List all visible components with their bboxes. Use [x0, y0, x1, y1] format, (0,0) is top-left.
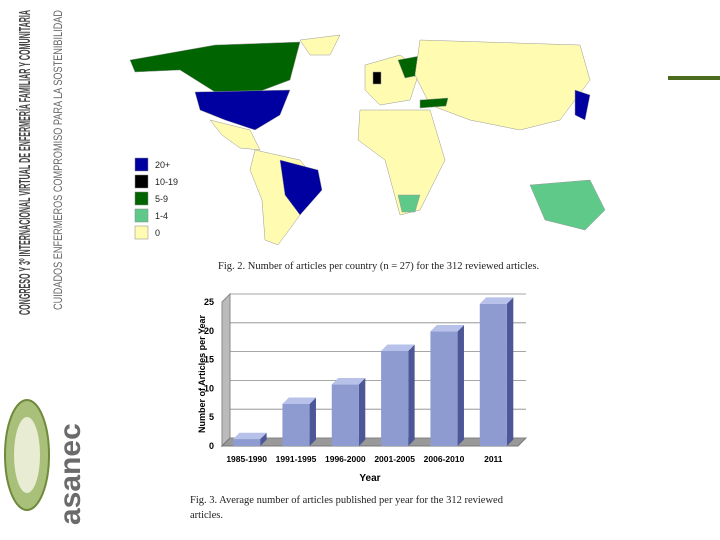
legend-swatch [134, 157, 149, 172]
uk [372, 71, 382, 85]
usa [194, 89, 291, 131]
bar-side [309, 397, 316, 446]
bar-side [260, 432, 267, 446]
bar-side [457, 324, 464, 446]
legend-label: 1-4 [155, 211, 168, 221]
mexico [209, 119, 261, 151]
chart-wall [221, 292, 231, 448]
bar [479, 303, 507, 446]
y-tick-label: 10 [204, 383, 214, 393]
bar-top [479, 297, 514, 304]
accent-line [668, 76, 720, 80]
bar [282, 403, 310, 446]
sidebar-title: CONGRESO Y 3º INTERNACIONAL VIRTUAL DE E… [15, 10, 34, 315]
x-tick-label: 1991-1995 [276, 454, 317, 464]
south-africa [397, 194, 421, 213]
legend-swatch [134, 208, 149, 223]
legend-swatch [134, 174, 149, 189]
bar-top [430, 324, 464, 332]
legend-label: 5-9 [155, 194, 168, 204]
sidebar: CONGRESO Y 3º INTERNACIONAL VIRTUAL DE E… [4, 10, 87, 525]
australia [529, 179, 606, 231]
bar-top [233, 432, 267, 440]
bar [331, 384, 359, 446]
legend-label: 10-19 [155, 177, 178, 187]
sidebar-subtitle: CUIDADOS ENFERMEROS COMPROMISO PARA LA S… [51, 10, 65, 310]
legend-swatch [134, 225, 149, 240]
bar-top [282, 397, 316, 404]
brazil [279, 159, 323, 216]
bar-side [358, 377, 366, 446]
x-tick-label: 1985-1990 [226, 454, 267, 464]
x-tick-label: 2001-2005 [374, 454, 415, 464]
chart-caption: Fig. 3. Average number of articles publi… [190, 495, 503, 521]
x-tick-label: 2011 [484, 454, 503, 464]
y-axis-title: Number of Articles per Year [197, 314, 207, 433]
x-tick-label: 2006-2010 [424, 454, 465, 464]
legend-label: 20+ [155, 160, 170, 170]
map-caption: Fig. 2. Number of articles per country (… [218, 261, 540, 272]
asia [414, 39, 591, 131]
turkey [419, 97, 449, 109]
bar-top [381, 344, 415, 351]
y-tick-label: 0 [209, 441, 214, 451]
bar-side [408, 344, 415, 446]
bar [430, 331, 458, 446]
africa [357, 109, 446, 216]
world-map [120, 34, 606, 255]
map-legend: 20+ 10-19 5-9 1-4 0 [134, 157, 178, 240]
legend-label: 0 [155, 228, 160, 238]
logo-emblem-inner [14, 417, 40, 493]
y-tick-label: 15 [204, 355, 214, 365]
y-tick-label: 25 [204, 297, 214, 307]
greenland [299, 34, 341, 56]
x-tick-label: 1996-2000 [325, 454, 366, 464]
bar-side [506, 297, 514, 446]
japan [574, 89, 591, 121]
y-tick-label: 5 [209, 412, 214, 422]
y-tick-label: 20 [204, 326, 214, 336]
bar-top [331, 377, 366, 385]
logo-text: asanec [54, 423, 87, 525]
legend-swatch [134, 191, 149, 206]
bar [381, 350, 409, 446]
bar [233, 439, 261, 446]
x-axis-title: Year [359, 473, 380, 484]
